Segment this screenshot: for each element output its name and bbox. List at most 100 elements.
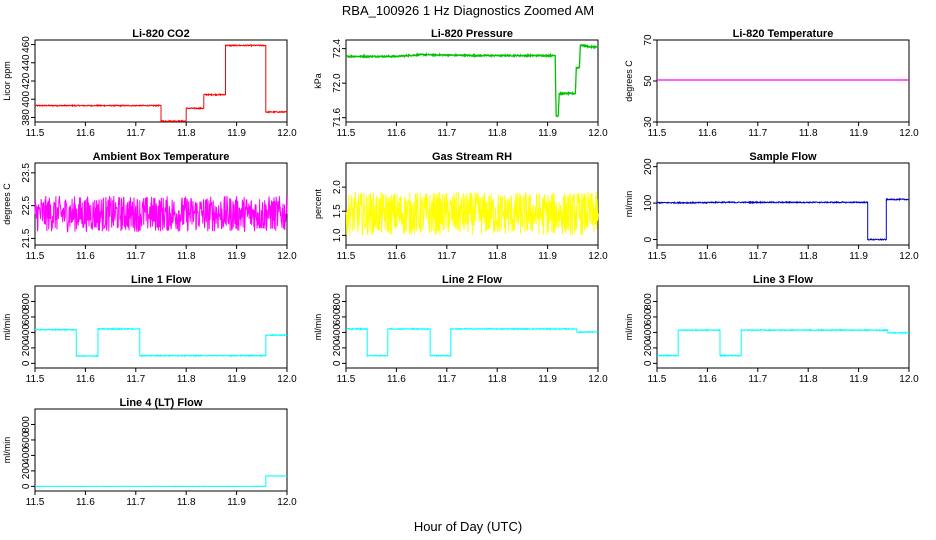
x-tick-label: 11.6: [76, 374, 95, 385]
x-tick-label: 11.5: [26, 497, 45, 508]
x-tick-label: 11.9: [538, 374, 557, 385]
figure-xlabel: Hour of Day (UTC): [414, 519, 522, 534]
y-tick-label: 600: [332, 308, 343, 325]
x-tick-label: 11.5: [26, 374, 45, 385]
y-tick-label: 400: [643, 324, 654, 341]
chart-panel: Li-820 Pressure 11.5 11.6 11.7 11.8 11.9 12.0 7…: [313, 28, 608, 139]
panels-group: Li-820 CO2 11.5 11.6 11.7 11.8 11.9 12.0 380 400…: [2, 28, 919, 508]
y-tick-label: 72.0: [332, 73, 343, 93]
plot-frame: [345, 162, 599, 246]
x-tick-label: 11.9: [849, 128, 868, 139]
x-tick-label: 11.5: [337, 251, 356, 262]
chart-panel: Line 2 Flow 11.5 11.6 11.7 11.8 11.9 12.0 0 2004…: [313, 274, 608, 385]
y-axis-label: ml/min: [624, 191, 634, 218]
x-tick-label: 11.6: [698, 128, 717, 139]
x-tick-label: 11.7: [126, 497, 145, 508]
y-tick-label: 0: [332, 360, 343, 366]
y-tick-label: 380: [21, 109, 32, 126]
x-tick-label: 11.5: [337, 128, 356, 139]
y-tick-label: 2.0: [332, 180, 343, 194]
x-tick-label: 11.6: [387, 374, 406, 385]
x-tick-label: 11.5: [26, 128, 45, 139]
y-tick-label: 100: [643, 194, 654, 211]
x-tick-label: 12.0: [899, 128, 919, 139]
x-tick-label: 12.0: [277, 374, 297, 385]
y-tick-label: 800: [21, 416, 32, 433]
x-tick-label: 11.7: [748, 128, 767, 139]
y-axis-label: percent: [313, 188, 323, 219]
y-tick-label: 200: [21, 339, 32, 356]
y-tick-label: 440: [21, 54, 32, 71]
y-tick-label: 0: [643, 236, 654, 242]
x-tick-label: 11.8: [799, 374, 818, 385]
x-tick-label: 12.0: [277, 251, 297, 262]
y-tick-label: 72.4: [332, 38, 343, 58]
plot-frame: [34, 408, 288, 492]
plot-frame: [345, 285, 599, 369]
panel-title: Li-820 CO2: [132, 28, 189, 40]
y-tick-label: 420: [21, 72, 32, 89]
y-tick-label: 800: [21, 293, 32, 310]
panel-title: Line 3 Flow: [753, 274, 813, 286]
series-line: [345, 327, 599, 358]
y-tick-label: 22.5: [21, 195, 32, 215]
y-tick-label: 200: [643, 339, 654, 356]
x-tick-label: 11.6: [76, 497, 95, 508]
y-tick-label: 400: [21, 90, 32, 107]
x-tick-label: 11.7: [748, 374, 767, 385]
y-tick-label: 800: [643, 293, 654, 310]
y-tick-label: 460: [21, 36, 32, 53]
chart-panel: Line 1 Flow 11.5 11.6 11.7 11.8 11.9 12.0 0 2004…: [2, 274, 297, 385]
x-tick-label: 11.8: [177, 128, 196, 139]
x-tick-label: 11.9: [227, 497, 246, 508]
x-tick-label: 11.9: [227, 251, 246, 262]
y-axis-label: degrees C: [624, 60, 634, 102]
y-tick-label: 600: [643, 308, 654, 325]
x-tick-label: 12.0: [899, 251, 919, 262]
panel-title: Gas Stream RH: [432, 151, 512, 163]
x-tick-label: 11.6: [76, 251, 95, 262]
y-axis-label: degrees C: [2, 183, 12, 225]
plot-frame: [656, 162, 910, 246]
y-tick-label: 1.0: [332, 228, 343, 242]
chart-panel: Line 4 (LT) Flow 11.5 11.6 11.7 11.8 11.9 12.0…: [2, 397, 297, 508]
chart-panel: Li-820 Temperature 11.5 11.6 11.7 11.8 11.9 12…: [624, 28, 919, 139]
x-tick-label: 11.6: [387, 128, 406, 139]
x-tick-label: 11.7: [126, 128, 145, 139]
x-tick-label: 11.7: [126, 251, 145, 262]
x-tick-label: 11.6: [387, 251, 406, 262]
series-line: [34, 43, 288, 123]
y-axis-label: Licor ppm: [2, 61, 12, 101]
y-tick-label: 400: [332, 324, 343, 341]
x-tick-label: 11.8: [177, 374, 196, 385]
x-tick-label: 11.6: [698, 251, 717, 262]
y-tick-label: 23.5: [21, 163, 32, 183]
x-tick-label: 11.5: [648, 128, 667, 139]
x-tick-label: 11.7: [437, 374, 456, 385]
x-tick-label: 11.9: [849, 251, 868, 262]
x-tick-label: 11.7: [437, 251, 456, 262]
figure-title: RBA_100926 1 Hz Diagnostics Zoomed AM: [342, 3, 594, 18]
y-axis-label: ml/min: [313, 314, 323, 341]
y-tick-label: 400: [21, 447, 32, 464]
x-tick-label: 11.7: [748, 251, 767, 262]
y-tick-label: 21.5: [21, 228, 32, 248]
y-tick-label: 600: [21, 431, 32, 448]
series-line: [345, 43, 599, 118]
x-tick-label: 11.5: [26, 251, 45, 262]
x-tick-label: 11.9: [227, 128, 246, 139]
y-tick-label: 30: [643, 116, 654, 128]
series-line: [34, 195, 288, 233]
y-tick-label: 0: [21, 483, 32, 489]
chart-panel: Line 3 Flow 11.5 11.6 11.7 11.8 11.9 12.0 0 2004…: [624, 274, 919, 385]
series-line: [34, 475, 288, 488]
y-tick-label: 70: [643, 34, 654, 46]
x-tick-label: 11.6: [698, 374, 717, 385]
y-tick-label: 200: [21, 462, 32, 479]
x-tick-label: 12.0: [588, 374, 608, 385]
panel-title: Li-820 Temperature: [733, 28, 834, 40]
x-tick-label: 12.0: [899, 374, 919, 385]
x-tick-label: 11.8: [488, 251, 507, 262]
y-tick-label: 0: [643, 360, 654, 366]
